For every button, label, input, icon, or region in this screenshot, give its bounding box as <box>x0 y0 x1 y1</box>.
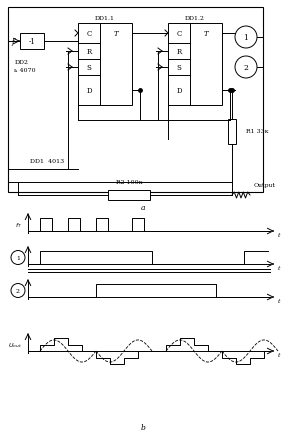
Bar <box>20 34 44 50</box>
Text: ь 4070: ь 4070 <box>14 67 36 72</box>
Text: R2 100к: R2 100к <box>116 180 142 185</box>
Text: T: T <box>204 30 208 38</box>
Text: C: C <box>176 30 182 38</box>
Text: D: D <box>86 87 92 95</box>
Text: R: R <box>86 48 92 56</box>
Text: 2: 2 <box>244 64 249 72</box>
Text: C: C <box>86 30 92 38</box>
Circle shape <box>235 27 257 49</box>
Text: b: b <box>140 423 146 431</box>
Circle shape <box>11 284 25 298</box>
Bar <box>168 24 222 106</box>
Text: t: t <box>278 353 280 358</box>
Text: DD1.2: DD1.2 <box>185 16 205 21</box>
Text: DD2: DD2 <box>15 59 29 64</box>
Text: -1: -1 <box>29 38 35 46</box>
Bar <box>108 191 150 201</box>
Circle shape <box>235 57 257 79</box>
Text: t: t <box>278 233 280 238</box>
Text: t: t <box>278 266 280 271</box>
Text: Output: Output <box>254 183 276 188</box>
Text: D: D <box>176 87 182 95</box>
Text: S: S <box>176 64 181 72</box>
Text: R1 33к: R1 33к <box>246 129 269 134</box>
Text: DD1  4013: DD1 4013 <box>30 159 64 164</box>
Bar <box>228 120 236 145</box>
Bar <box>8 8 263 193</box>
Text: a: a <box>141 204 145 211</box>
Bar <box>78 24 132 106</box>
Text: T: T <box>114 30 118 38</box>
Text: $f_T$: $f_T$ <box>15 220 22 230</box>
Text: t: t <box>278 299 280 304</box>
Text: R: R <box>176 48 182 56</box>
Text: 2: 2 <box>16 288 20 293</box>
Circle shape <box>11 251 25 265</box>
Text: $U_{out}$: $U_{out}$ <box>8 340 22 349</box>
Text: S: S <box>87 64 92 72</box>
Text: 1: 1 <box>244 34 249 42</box>
Text: DD1.1: DD1.1 <box>95 16 115 21</box>
Text: 1: 1 <box>16 256 20 260</box>
Text: f: f <box>11 38 14 46</box>
